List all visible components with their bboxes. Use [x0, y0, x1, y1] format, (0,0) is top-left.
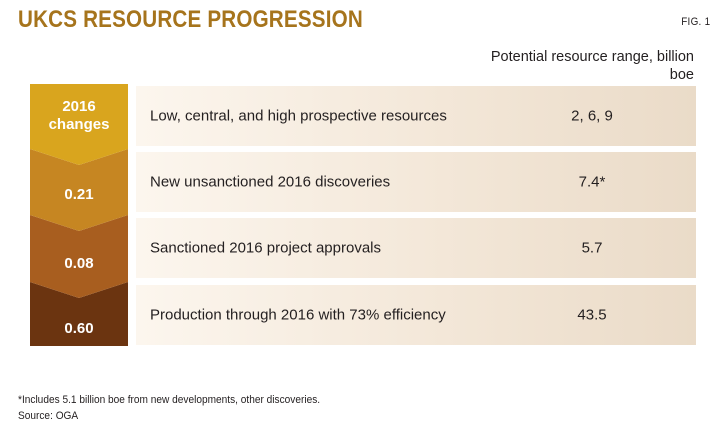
- row-production: Production through 2016 with 73% efficie…: [136, 285, 696, 345]
- row-value: 7.4*: [578, 173, 606, 191]
- chevron-band-2: [30, 149, 128, 231]
- figure-label: FIG. 1: [680, 16, 710, 28]
- row-label: Low, central, and high prospective resou…: [150, 107, 447, 125]
- chevron-band-1: [30, 84, 128, 165]
- chevron-label-0-60: 0.60: [64, 320, 94, 337]
- row-label: Production through 2016 with 73% efficie…: [150, 306, 446, 324]
- row-new-discoveries: New unsanctioned 2016 discoveries 7.4*: [136, 152, 696, 212]
- row-label: Sanctioned 2016 project approvals: [150, 239, 381, 257]
- figure-title: UKCS RESOURCE PROGRESSION: [18, 6, 363, 33]
- chevron-label-0-21: 0.21: [64, 186, 94, 203]
- source-text: Source: OGA: [18, 410, 79, 422]
- row-label: New unsanctioned 2016 discoveries: [150, 173, 391, 191]
- chevron-label-2016-changes: 2016 changes: [48, 98, 110, 133]
- footnote-block: *Includes 5.1 billion boe from new devel…: [18, 392, 320, 424]
- chevron-band-4: [30, 282, 128, 346]
- row-value: 43.5: [577, 306, 607, 324]
- chevron-band-3: [30, 215, 128, 298]
- row-value: 5.7: [581, 239, 603, 257]
- column-header: Potential resource range, billion boe: [490, 49, 694, 83]
- row-value: 2, 6, 9: [571, 107, 613, 125]
- row-prospective-resources: Low, central, and high prospective resou…: [136, 86, 696, 146]
- footnote-text: *Includes 5.1 billion boe from new devel…: [18, 394, 321, 406]
- row-project-approvals: Sanctioned 2016 project approvals 5.7: [136, 218, 696, 278]
- chevron-label-0-08: 0.08: [64, 255, 94, 272]
